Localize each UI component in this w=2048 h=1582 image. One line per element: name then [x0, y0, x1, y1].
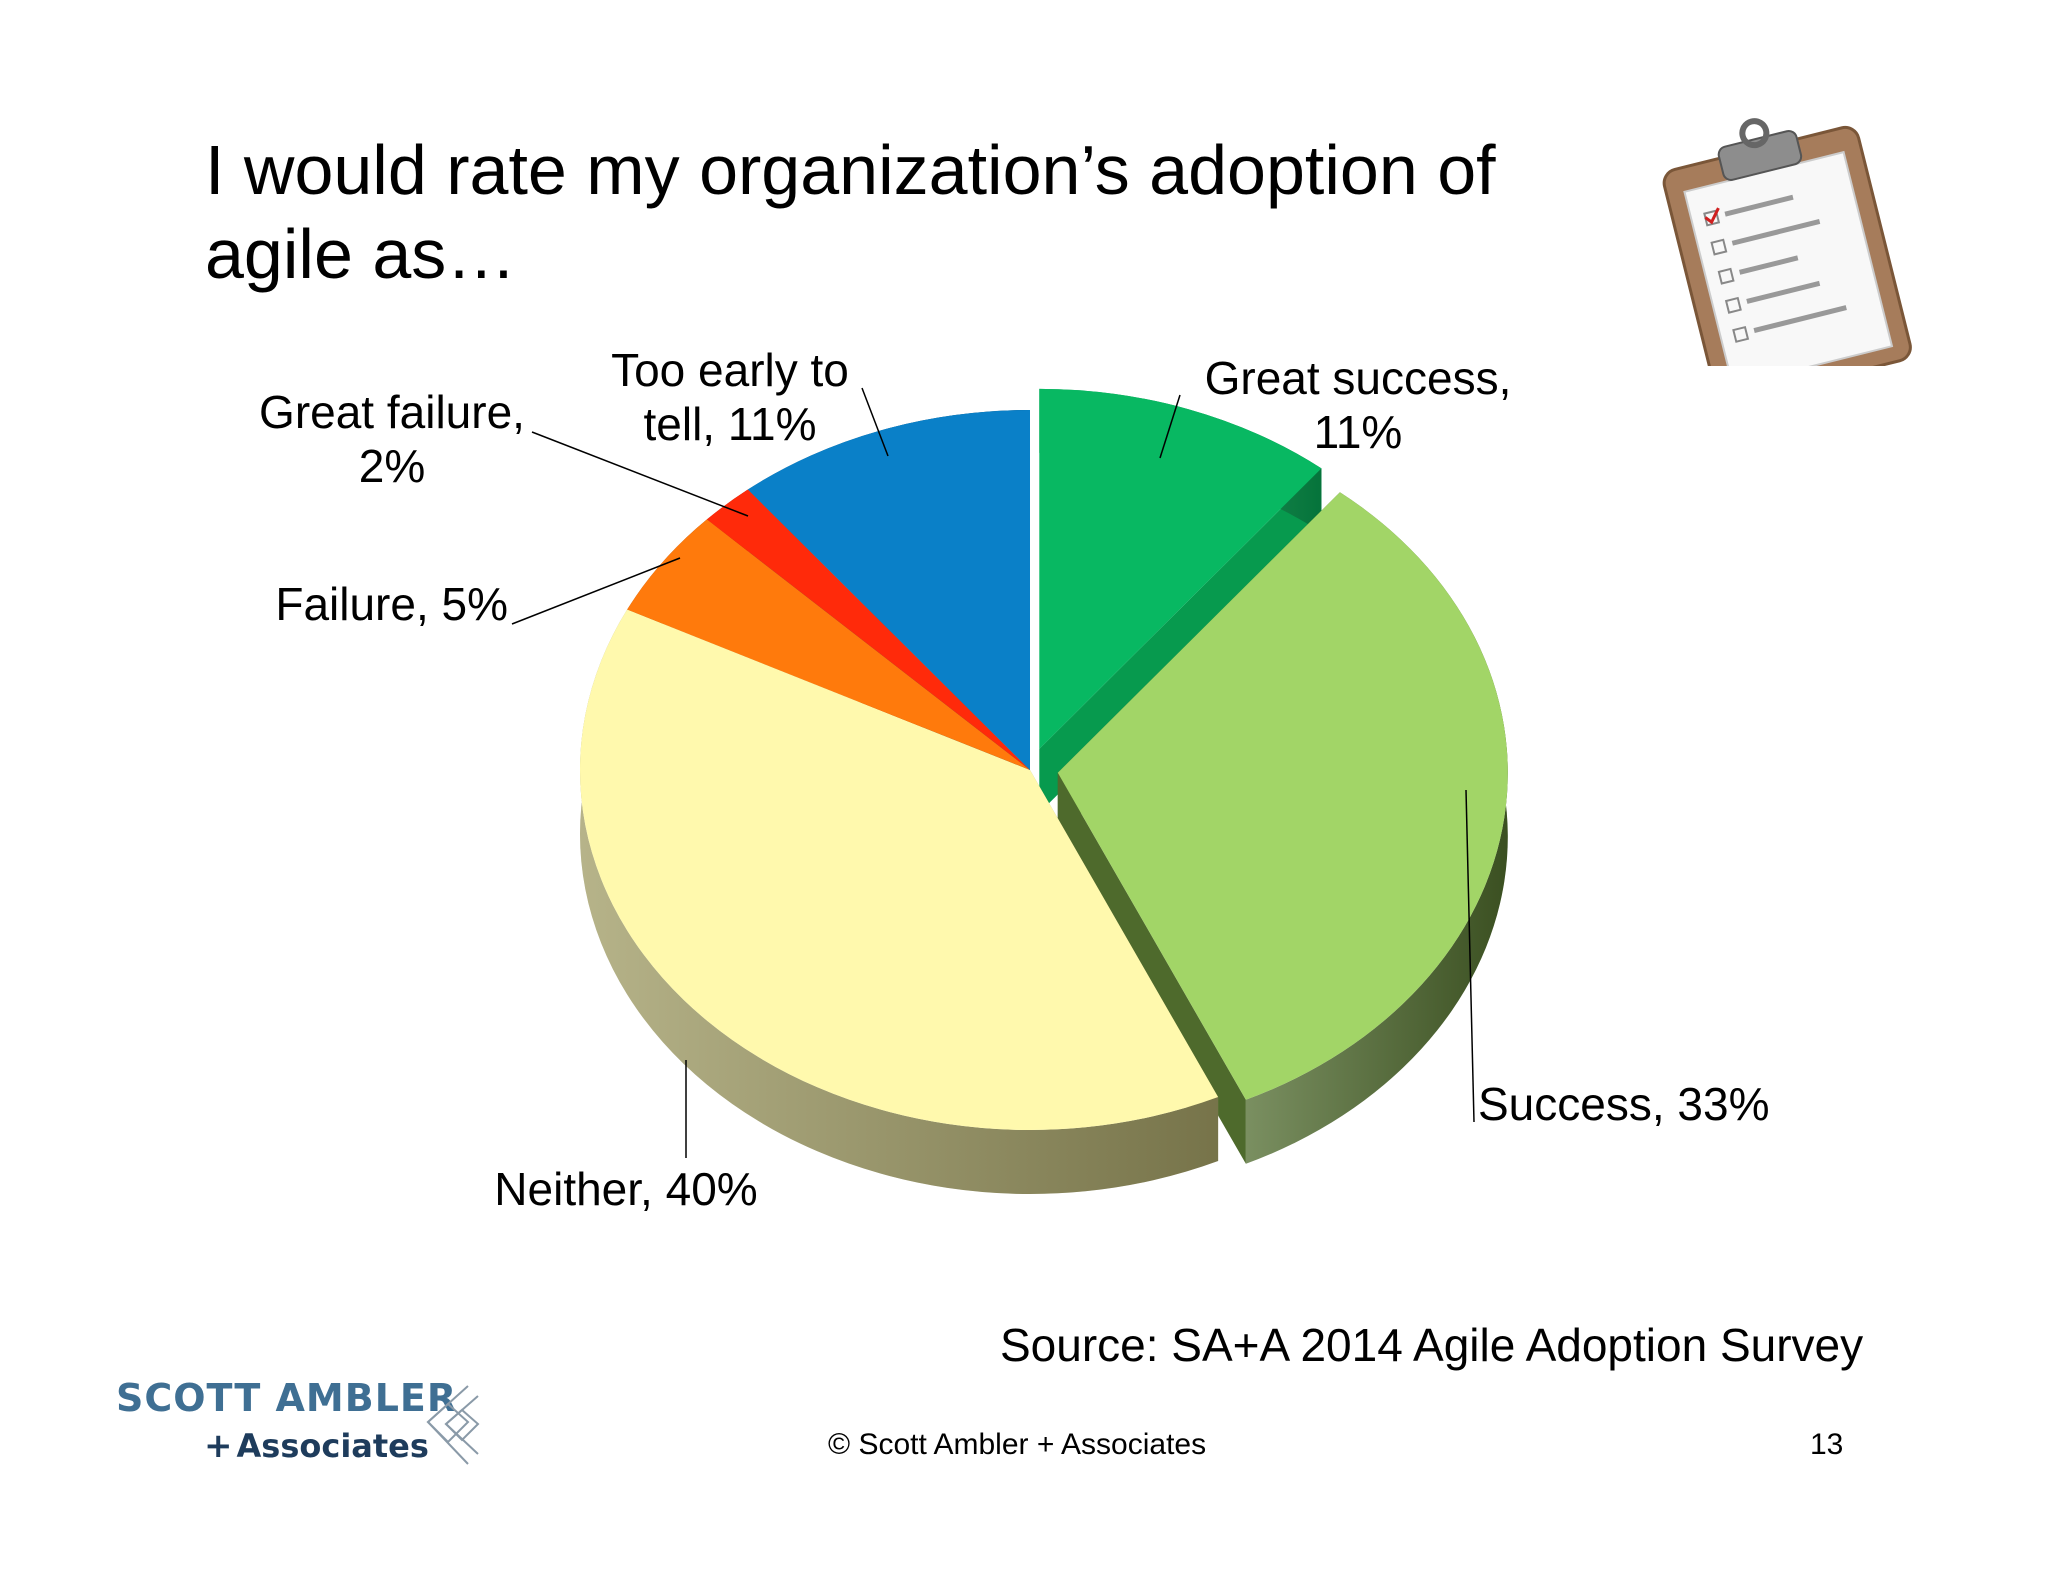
- title-line-2: agile as…: [205, 215, 517, 293]
- pie-label-great-success: Great success, 11%: [1205, 352, 1512, 458]
- pie-labels: Great success, 11% Success, 33% Neither, 40…: [259, 344, 1769, 1215]
- leader-line-great-failure: [531, 431, 749, 517]
- logo-plus: +: [204, 1426, 233, 1466]
- copyright-footer: © Scott Ambler + Associates: [828, 1428, 1207, 1461]
- logo-line-2: + Associates: [204, 1426, 429, 1466]
- pie-label-line-neither-1: Neither, 40%: [494, 1163, 757, 1215]
- pie-label-great-failure: Great failure, 2%: [259, 386, 525, 492]
- company-logo: SCOTT AMBLER + Associates: [112, 1372, 492, 1472]
- page-number: 13: [1810, 1428, 1844, 1461]
- pie-label-neither: Neither, 40%: [494, 1163, 757, 1215]
- pie-rim-shade-success: [1245, 492, 1508, 1164]
- pie-label-line-failure-1: Failure, 5%: [275, 578, 508, 630]
- slide-title: I would rate my organization’s adoption …: [205, 128, 1605, 296]
- leader-line-great-success: [1159, 394, 1181, 459]
- pie-label-line-great-success-1: Great success,: [1205, 352, 1512, 404]
- leader-line-success: [1465, 789, 1475, 1123]
- pie-label-line-too-early-to-tell-2: tell, 11%: [643, 398, 816, 450]
- pie-slice-great-failure: [706, 489, 1030, 770]
- logo-line-1: SCOTT AMBLER: [116, 1376, 458, 1420]
- leader-line-too-early-to-tell: [861, 387, 889, 457]
- pie-label-line-too-early-to-tell-1: Too early to: [611, 344, 849, 396]
- pie-label-success: Success, 33%: [1478, 1078, 1769, 1130]
- pie-label-failure: Failure, 5%: [275, 578, 508, 630]
- clipboard-icon: [1662, 118, 1912, 366]
- pie-slice-great-success: [1039, 388, 1322, 749]
- pie-label-too-early-to-tell: Too early to tell, 11%: [611, 344, 849, 450]
- pie-slice-too-early-to-tell: [747, 410, 1030, 770]
- pie-label-line-great-success-2: 11%: [1314, 406, 1403, 458]
- pie-slice-success: [1057, 492, 1508, 1100]
- source-note: Source: SA+A 2014 Agile Adoption Survey: [1000, 1319, 1864, 1371]
- pie-label-line-great-failure-1: Great failure,: [259, 386, 525, 438]
- logo-diamond-icon: [426, 1385, 480, 1465]
- pie-label-line-great-failure-2: 2%: [359, 440, 425, 492]
- pie-slice-neither: [579, 609, 1219, 1130]
- pie-label-line-success-1: Success, 33%: [1478, 1078, 1769, 1130]
- leader-line-failure: [511, 557, 681, 625]
- pie-rim-shade-neither: [579, 609, 1219, 1195]
- pie-slice-tops: [579, 388, 1508, 1130]
- pie-slice-failure: [627, 519, 1030, 770]
- pie-leader-lines: [511, 387, 1475, 1158]
- logo-associates: Associates: [236, 1427, 429, 1465]
- title-line-1: I would rate my organization’s adoption …: [205, 131, 1496, 209]
